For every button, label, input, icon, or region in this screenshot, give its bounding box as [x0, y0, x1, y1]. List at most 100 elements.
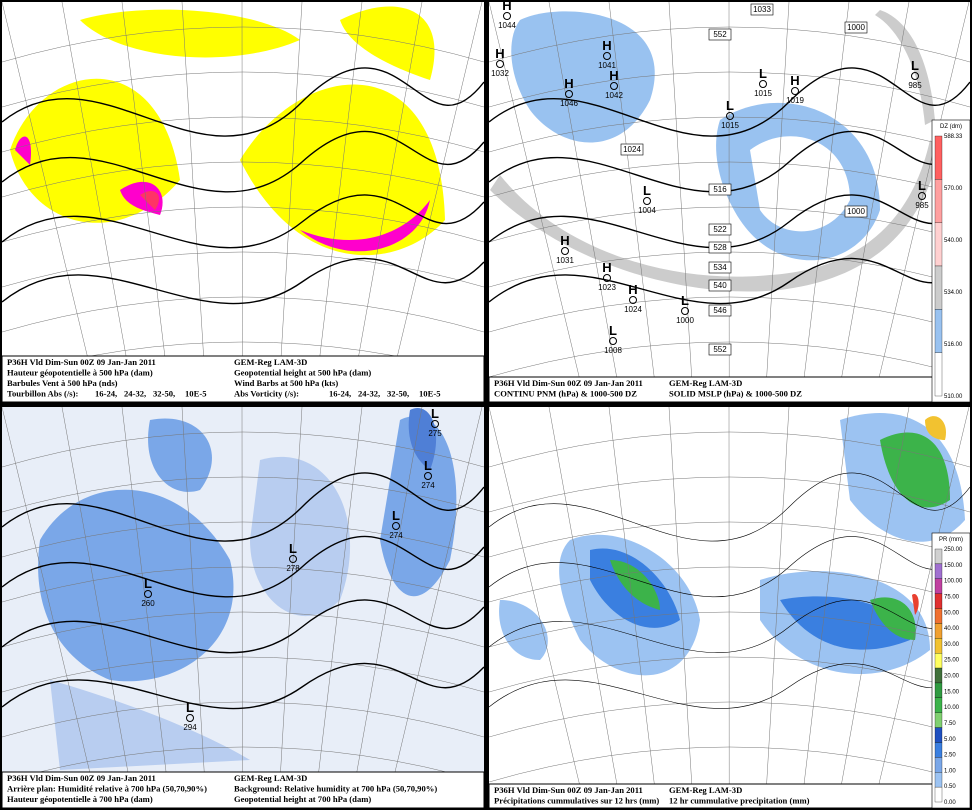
caption-box [1, 771, 485, 809]
colorbar-tick-label: 540.00 [944, 238, 963, 244]
caption-text: P36H Vld Dim-Sun 00Z 09 Jan-Jan 2011 [7, 773, 156, 783]
latitude-line [2, 161, 484, 198]
longitude-line [836, 407, 910, 808]
longitude-line [489, 2, 586, 402]
latitude-line [489, 206, 970, 243]
latitude-line [2, 701, 484, 738]
colorbar-tick-label: 510.00 [944, 394, 963, 400]
pressure-center-letter: L [609, 323, 617, 338]
contour [489, 663, 970, 709]
map-panel [489, 407, 970, 808]
pressure-center-value: 260 [141, 599, 155, 608]
colorbar-tick-label: 588.33 [944, 134, 963, 140]
colorbar-swatch [934, 352, 943, 397]
contour-label-box [750, 3, 774, 16]
pressure-center-letter: H [609, 68, 618, 83]
colorbar-swatch [934, 265, 943, 310]
pressure-center-marker [603, 274, 611, 282]
latitude-line [489, 341, 970, 378]
pressure-center-letter: H [602, 260, 611, 275]
map-panel [2, 407, 484, 808]
contour-label: 528 [713, 243, 727, 252]
contour-label-box [844, 205, 868, 218]
longitude-line [548, 2, 622, 402]
map-panel [489, 2, 970, 402]
longitude-line [350, 2, 423, 402]
pressure-center-value: 985 [908, 81, 922, 90]
pressure-center-marker [791, 87, 799, 95]
longitude-line [764, 407, 790, 808]
longitude-line [2, 407, 99, 808]
map-layer [2, 407, 484, 808]
colorbar-swatch [934, 623, 943, 639]
latitude-line [2, 476, 484, 513]
contour-label-box [708, 279, 732, 292]
contour-label: 516 [713, 185, 727, 194]
latitude-line [2, 296, 484, 333]
latitude-line [2, 206, 484, 243]
caption-text: Geopotential height at 500 hPa (dam) [234, 368, 371, 378]
latitude-line [2, 431, 484, 468]
longitude-line [668, 2, 694, 402]
field-area [300, 200, 430, 252]
longitude-line [121, 407, 171, 808]
contour [489, 472, 970, 542]
colorbar-tick-label: 75.00 [944, 594, 960, 600]
field-area [80, 9, 300, 58]
pressure-center-letter: H [560, 233, 569, 248]
legend-range: 32-50, [153, 389, 175, 399]
contour-label: 546 [713, 306, 727, 315]
contour [2, 662, 484, 710]
field-area [250, 456, 351, 617]
contour [2, 535, 484, 598]
colorbar-swatch [934, 578, 943, 594]
caption-text: Précipitations cummulatives sur 12 hrs (… [494, 796, 659, 806]
caption-text: P36H Vld Dim-Sun 00Z 09 Jan-Jan 2011 [494, 785, 643, 795]
colorbar-tick-label: 100.00 [944, 579, 963, 585]
colorbar-tick-label: 30.00 [944, 642, 960, 648]
caption-text: Hauteur géopotentielle à 700 hPa (dam) [7, 794, 153, 804]
pressure-center-marker [289, 555, 297, 563]
colorbar-swatch [934, 757, 943, 773]
pressure-center-letter: H [502, 0, 511, 13]
colorbar-tick-label: 0.00 [944, 800, 956, 806]
latitude-line [489, 431, 970, 468]
caption-text: CONTINU PNM (hPa) & 1000-500 DZ [494, 389, 637, 399]
pressure-center-value: 275 [428, 429, 442, 438]
colorbar-tick-label: 1.00 [944, 768, 956, 774]
caption-text: 12 hr cummulative precipitation (mm) [669, 796, 810, 806]
pressure-center-letter: H [790, 73, 799, 88]
field-area [875, 10, 935, 125]
pressure-center-letter: L [144, 576, 152, 591]
caption-text: Barbules Vent à 500 hPa (nds) [7, 378, 118, 388]
contour [489, 130, 970, 193]
pressure-center-value: 274 [421, 481, 435, 490]
colorbar-title: DZ (dm) [940, 124, 962, 130]
longitude-line [61, 407, 135, 808]
pressure-center-value: 1015 [721, 121, 739, 130]
contour-label: 552 [713, 30, 727, 39]
longitude-line [872, 2, 970, 402]
legend-unit: 10E-5 [185, 389, 206, 399]
caption-text: GEM-Reg LAM-3D [669, 378, 742, 388]
longitude-line [121, 2, 171, 402]
caption-text: GEM-Reg LAM-3D [234, 357, 307, 367]
pressure-center-marker [561, 247, 569, 255]
latitude-line [489, 296, 970, 333]
latitude-line [2, 746, 484, 783]
pressure-center-marker [609, 337, 617, 345]
caption-text: GEM-Reg LAM-3D [234, 773, 307, 783]
pressure-center-letter: L [759, 66, 767, 81]
field-area [15, 136, 32, 165]
field-area [499, 600, 548, 660]
contour [489, 257, 970, 305]
contour-label-box [708, 183, 732, 196]
legend-label: Abs Vorticity (/s): [234, 389, 299, 399]
field-area [511, 11, 655, 143]
pressure-center-marker [392, 522, 400, 530]
contour [2, 257, 484, 305]
colorbar-tick-label: 10.00 [944, 705, 960, 711]
field-area [408, 408, 437, 470]
colorbar-swatch [934, 309, 943, 353]
